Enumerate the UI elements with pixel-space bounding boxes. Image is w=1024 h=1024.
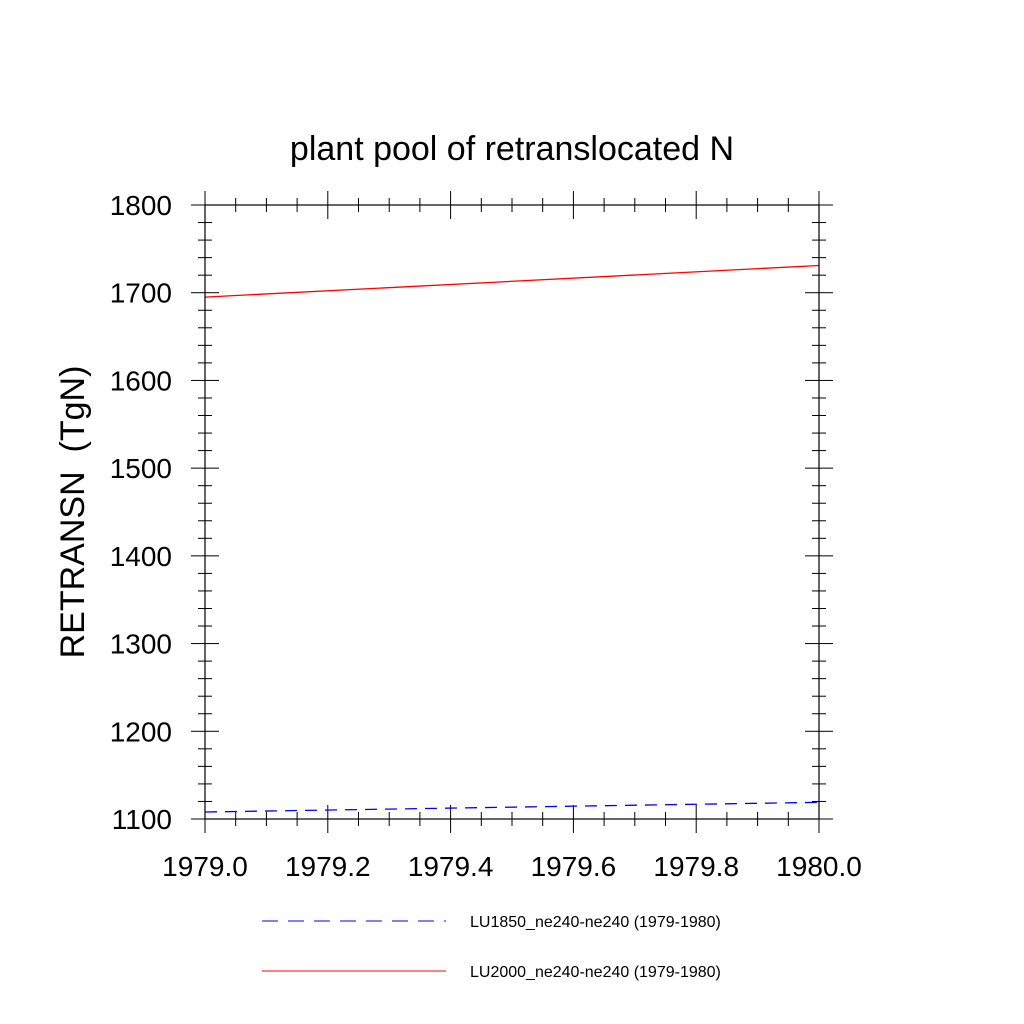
legend-label-2: LU2000_ne240-ne240 (1979-1980) xyxy=(470,964,721,981)
y-tick-label: 1800 xyxy=(110,190,172,221)
x-tick-label: 1980.0 xyxy=(776,851,862,882)
series-line-2 xyxy=(204,264,820,298)
y-tick-label: 1400 xyxy=(110,541,172,572)
y-tick-label: 1100 xyxy=(112,804,172,835)
series-line-1 xyxy=(204,801,820,813)
x-tick-label: 1979.6 xyxy=(531,851,617,882)
series-lines xyxy=(204,264,820,813)
x-tick-label: 1979.4 xyxy=(408,851,494,882)
y-tick-label: 1500 xyxy=(110,453,172,484)
legend-label-1: LU1850_ne240-ne240 (1979-1980) xyxy=(470,914,721,931)
y-tick-label: 1200 xyxy=(110,716,172,747)
x-tick-label: 1979.0 xyxy=(162,851,248,882)
y-tick-label: 1600 xyxy=(110,365,172,396)
legend: LU1850_ne240-ne240 (1979-1980) LU2000_ne2… xyxy=(262,914,721,981)
y-tick-label: 1700 xyxy=(110,278,172,309)
x-tick-label: 1979.2 xyxy=(285,851,371,882)
y-tick-label: 1300 xyxy=(110,629,172,660)
axis-ticks xyxy=(191,191,833,833)
chart-title: plant pool of retranslocated N xyxy=(290,130,734,168)
x-tick-label: 1979.8 xyxy=(653,851,739,882)
y-axis-label: RETRANSN (TgN) xyxy=(54,366,92,659)
plot-frame xyxy=(204,204,820,820)
tick-labels: 1979.0 1979.2 1979.4 1979.6 1979.8 1980.0 1100… xyxy=(110,190,862,882)
